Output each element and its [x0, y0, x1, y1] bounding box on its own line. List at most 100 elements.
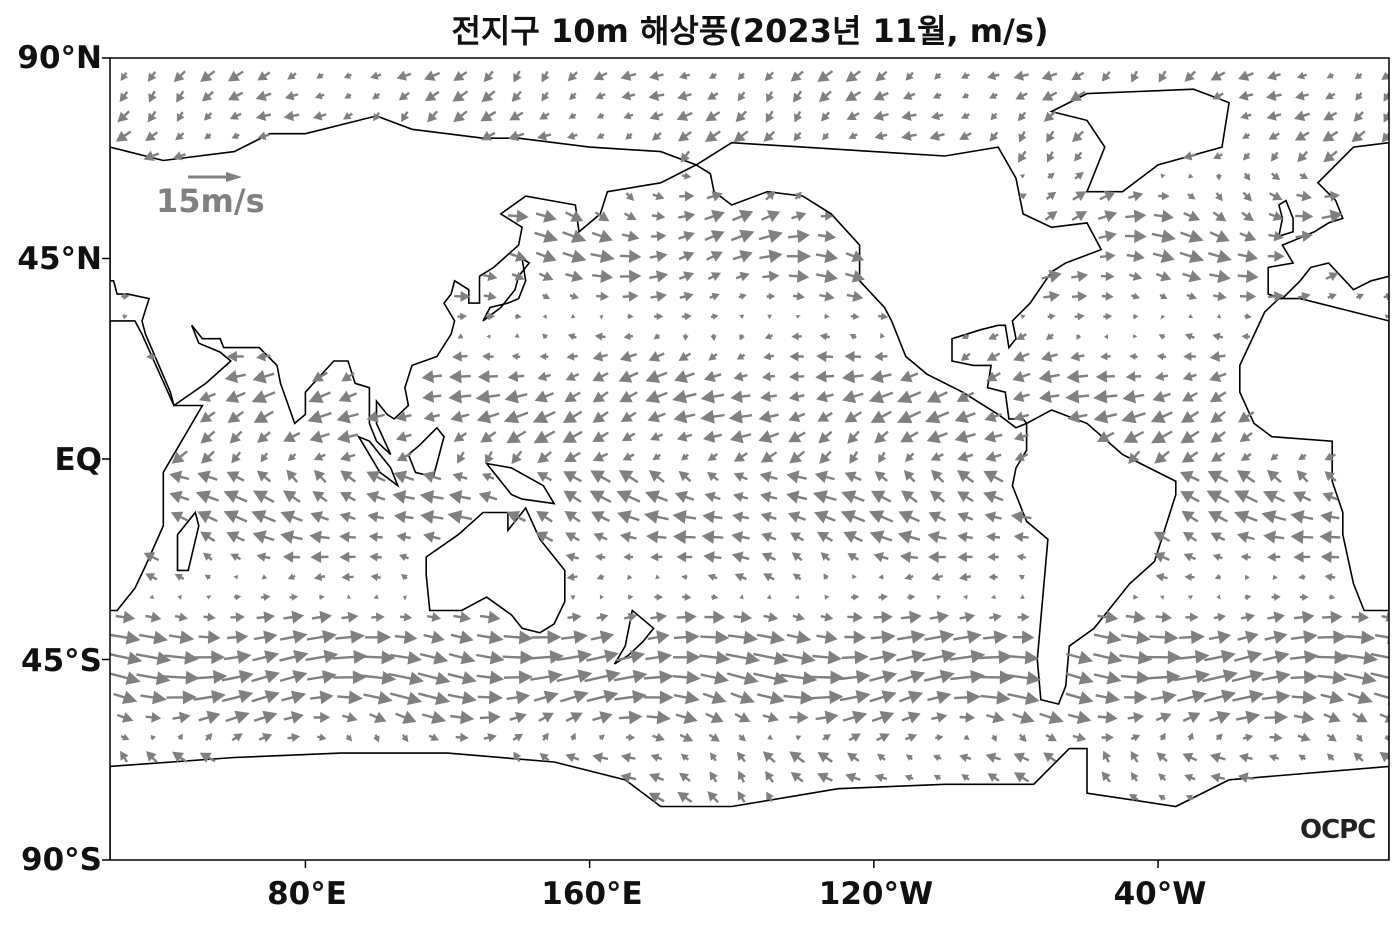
- wind-arrow: [1295, 210, 1314, 223]
- wind-arrow: [844, 630, 866, 644]
- wind-arrow: [822, 734, 831, 742]
- wind-arrow: [480, 431, 497, 443]
- wind-arrow: [231, 733, 243, 742]
- wind-arrow: [674, 490, 695, 504]
- wind-arrow: [871, 490, 892, 504]
- wind-arrow: [1324, 573, 1336, 582]
- wind-arrow: [563, 490, 582, 503]
- wind-arrow: [448, 490, 472, 504]
- wind-arrow: [1297, 291, 1311, 302]
- wind-arrow: [845, 772, 861, 783]
- wind-arrow: [733, 472, 748, 482]
- wind-arrow: [390, 651, 423, 665]
- wind-arrow: [925, 410, 950, 424]
- wind-arrow: [700, 389, 725, 404]
- wind-arrow: [536, 472, 552, 483]
- wind-arrow: [899, 370, 919, 383]
- wind-arrow: [764, 332, 773, 340]
- wind-arrow: [878, 574, 884, 580]
- wind-arrow: [1268, 211, 1284, 221]
- wind-arrow: [789, 711, 809, 724]
- wind-arrow: [224, 369, 246, 384]
- wind-arrow: [648, 351, 665, 362]
- wind-arrow: [845, 70, 861, 82]
- wind-arrow: [627, 594, 634, 600]
- wind-arrow: [760, 491, 778, 503]
- wind-arrow: [596, 132, 605, 139]
- map-frame: [109, 57, 1390, 861]
- wind-arrow: [923, 669, 955, 684]
- wind-arrow: [512, 733, 524, 742]
- wind-arrow: [1266, 110, 1282, 121]
- wind-arrow: [1204, 649, 1236, 664]
- wind-arrow: [753, 651, 789, 666]
- wind-arrow: [930, 111, 944, 121]
- wind-arrow: [1295, 230, 1313, 242]
- wind-arrow: [987, 71, 1000, 81]
- wind-arrow: [875, 70, 888, 82]
- wind-arrow: [901, 130, 917, 142]
- wind-arrow: [1270, 151, 1279, 162]
- wind-arrow: [815, 370, 835, 383]
- x-tick-label: 120°W: [818, 876, 934, 912]
- wind-arrow: [1324, 471, 1337, 482]
- wind-arrow: [704, 230, 725, 243]
- wind-arrow: [673, 529, 696, 544]
- wind-arrow: [534, 390, 554, 403]
- wind-arrow: [371, 612, 385, 622]
- wind-arrow: [896, 649, 927, 664]
- wind-arrow: [707, 573, 718, 581]
- wind-arrow: [455, 732, 469, 743]
- wind-arrow: [312, 490, 328, 503]
- wind-arrow: [756, 630, 786, 645]
- wind-arrow: [959, 572, 972, 582]
- wind-arrow: [905, 754, 913, 761]
- wind-arrow: [421, 370, 443, 384]
- wind-arrow: [506, 430, 527, 444]
- wind-arrow: [1264, 630, 1288, 645]
- wind-arrow: [1017, 111, 1027, 122]
- wind-arrow: [1039, 390, 1060, 404]
- wind-arrow: [172, 711, 191, 724]
- wind-arrow: [483, 732, 497, 743]
- wind-arrow: [1180, 470, 1200, 484]
- wind-arrow: [110, 630, 141, 645]
- wind-arrow: [556, 669, 593, 683]
- wind-arrow: [732, 250, 753, 263]
- wind-arrow: [708, 733, 720, 742]
- wind-arrow: [422, 390, 442, 403]
- wind-arrow: [231, 451, 242, 464]
- wind-arrow: [1180, 491, 1200, 503]
- wind-arrow: [794, 110, 803, 123]
- wind-arrow: [733, 451, 748, 462]
- wind-arrow: [1012, 370, 1031, 383]
- wind-arrow: [1233, 650, 1263, 664]
- wind-arrow: [1103, 334, 1108, 340]
- wind-arrow: [481, 90, 496, 103]
- wind-arrow: [845, 250, 865, 263]
- wind-arrow: [1294, 90, 1309, 101]
- wind-arrow: [1098, 230, 1117, 243]
- wind-arrow: [1216, 594, 1221, 600]
- wind-arrow: [733, 611, 753, 624]
- wind-arrow: [172, 751, 188, 763]
- wind-arrow: [619, 390, 638, 403]
- wind-arrow: [700, 630, 730, 645]
- wind-arrow: [506, 510, 527, 524]
- wind-arrow: [984, 511, 1002, 523]
- wind-arrow: [819, 450, 832, 465]
- wind-arrow: [812, 490, 837, 504]
- wind-arrow: [702, 510, 723, 524]
- wind-arrow: [596, 291, 609, 301]
- wind-arrow: [897, 670, 926, 684]
- wind-arrow: [1099, 191, 1116, 202]
- wind-arrow: [566, 572, 578, 582]
- wind-arrow: [922, 649, 957, 664]
- wind-arrow: [1323, 711, 1341, 723]
- wind-arrow: [1184, 573, 1195, 581]
- wind-arrow: [147, 110, 157, 123]
- wind-arrow: [319, 594, 325, 600]
- wind-arrow: [707, 452, 719, 461]
- ocpc-logo: OCPC: [1300, 815, 1376, 845]
- wind-arrow: [1267, 250, 1285, 262]
